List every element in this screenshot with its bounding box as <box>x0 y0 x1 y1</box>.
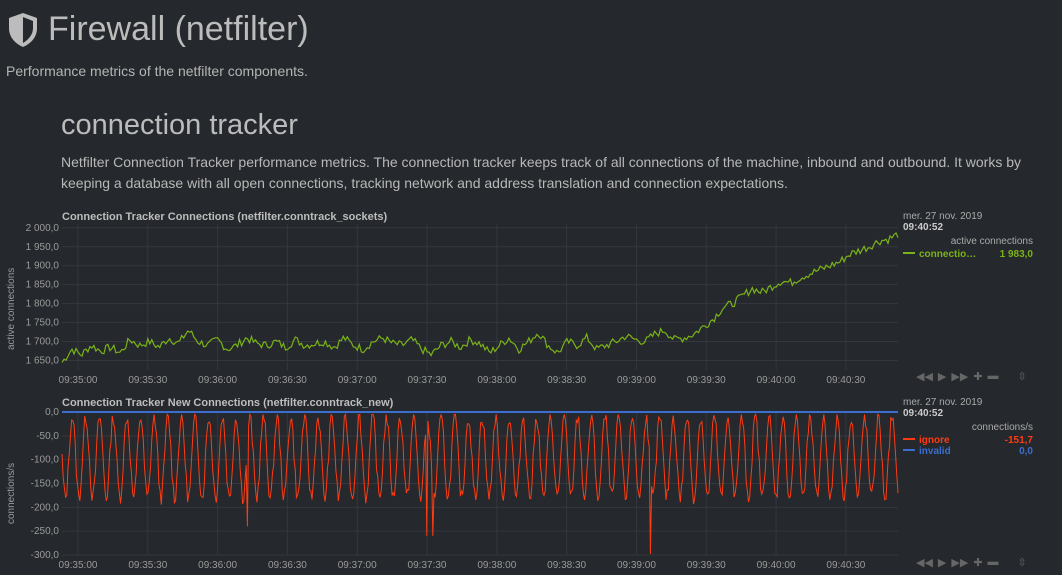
chart-toolbar: ◀◀ ▶ ▶▶ ✚ ▬ ⇳ <box>916 556 1027 569</box>
x-tick-label: 09:38:30 <box>547 560 586 571</box>
zoom-in-icon[interactable]: ✚ <box>973 557 983 569</box>
y-tick-label: -300,0 <box>31 550 60 561</box>
legend-series-value: 0,0 <box>1019 446 1033 457</box>
zoom-in-icon[interactable]: ✚ <box>973 371 983 383</box>
chart-conntrack-new[interactable]: 0,0-50,0-100,0-150,0-200,0-250,0-300,009… <box>0 403 900 575</box>
x-tick-label: 09:36:30 <box>268 560 307 571</box>
y-tick-label: -150,0 <box>31 479 60 490</box>
zoom-out-icon[interactable]: ▬ <box>987 370 999 382</box>
x-tick-label: 09:40:30 <box>826 375 865 386</box>
arrow-left-icon[interactable]: ◀◀ <box>916 557 933 569</box>
x-tick-label: 09:37:30 <box>408 375 447 386</box>
legend-units: active connections <box>950 236 1033 247</box>
play-icon[interactable]: ▶ <box>937 371 947 383</box>
legend-time: 09:40:52 <box>903 222 944 233</box>
resize-handle-icon[interactable]: ⇳ <box>1017 371 1027 383</box>
x-tick-label: 09:37:30 <box>408 560 447 571</box>
x-tick-label: 09:35:30 <box>128 560 167 571</box>
page-title: Firewall (netfilter) <box>6 10 309 49</box>
y-tick-label: 1 750,0 <box>26 318 60 329</box>
play-icon[interactable]: ▶ <box>937 557 947 569</box>
y-tick-label: -100,0 <box>31 455 60 466</box>
shield-icon <box>9 12 37 47</box>
legend-series-ignore[interactable]: ignore -151,7 <box>903 435 1033 446</box>
x-tick-label: 09:39:00 <box>617 375 656 386</box>
section-title: connection tracker <box>61 109 298 141</box>
x-tick-label: 09:37:00 <box>338 375 377 386</box>
chart-title-conntrack-new: Connection Tracker New Connections (netf… <box>62 397 394 409</box>
legend-series-name: connectio… <box>919 249 977 260</box>
x-tick-label: 09:36:00 <box>198 560 237 571</box>
legend-series-name: ignore <box>919 435 950 446</box>
legend-series-value: -151,7 <box>1004 435 1033 446</box>
x-tick-label: 09:35:00 <box>59 560 98 571</box>
chart-title-conntrack-sockets: Connection Tracker Connections (netfilte… <box>62 211 388 223</box>
zoom-out-icon[interactable]: ▬ <box>987 556 999 568</box>
legend-series-value: 1 983,0 <box>999 249 1033 260</box>
y-tick-label: 0,0 <box>45 407 59 418</box>
y-tick-label: 1 650,0 <box>26 356 60 367</box>
y-tick-label: -250,0 <box>31 526 60 537</box>
legend-series-name: invalid <box>919 446 951 457</box>
x-tick-label: 09:38:00 <box>477 375 516 386</box>
page-title-text: Firewall (netfilter) <box>48 10 309 48</box>
arrow-right-icon[interactable]: ▶▶ <box>951 557 969 569</box>
series-line-connections <box>61 232 899 363</box>
y-tick-label: 1 800,0 <box>26 299 60 310</box>
x-tick-label: 09:39:00 <box>617 560 656 571</box>
legend-date: mer. 27 nov. 2019 <box>903 397 983 408</box>
page-subtitle: Performance metrics of the netfilter com… <box>6 63 308 79</box>
y-tick-label: -50,0 <box>36 431 59 442</box>
chart-conntrack-sockets[interactable]: 2 000,0 1 950,0 1 900,0 1 850,0 1 800,0 1 750… <box>0 218 900 388</box>
x-tick-label: 09:40:00 <box>757 375 796 386</box>
chart-legend: mer. 27 nov. 2019 09:40:52 connections/s… <box>903 397 1033 457</box>
legend-time: 09:40:52 <box>903 408 944 419</box>
x-tick-label: 09:35:00 <box>59 375 98 386</box>
y-tick-label: 1 850,0 <box>26 280 60 291</box>
series-line-ignore <box>61 412 899 555</box>
x-tick-label: 09:38:00 <box>477 560 516 571</box>
x-tick-label: 09:39:30 <box>687 375 726 386</box>
x-tick-label: 09:36:30 <box>268 375 307 386</box>
x-tick-label: 09:36:00 <box>198 375 237 386</box>
legend-units: connections/s <box>971 422 1033 433</box>
chart-legend: mer. 27 nov. 2019 09:40:52 active connec… <box>903 211 1033 260</box>
y-tick-label: 1 700,0 <box>26 337 60 348</box>
x-tick-label: 09:35:30 <box>128 375 167 386</box>
chart-toolbar: ◀◀ ▶ ▶▶ ✚ ▬ ⇳ <box>916 370 1027 383</box>
legend-date: mer. 27 nov. 2019 <box>903 211 983 222</box>
y-tick-label: 1 900,0 <box>26 261 60 272</box>
y-tick-label: -200,0 <box>31 502 60 513</box>
x-tick-label: 09:39:30 <box>687 560 726 571</box>
section-description: Netfilter Connection Tracker performance… <box>61 154 1022 191</box>
legend-series-connections[interactable]: connectio… 1 983,0 <box>903 249 1033 260</box>
arrow-right-icon[interactable]: ▶▶ <box>951 371 969 383</box>
y-tick-label: 2 000,0 <box>26 223 60 234</box>
y-tick-label: 1 950,0 <box>26 242 60 253</box>
x-tick-label: 09:37:00 <box>338 560 377 571</box>
arrow-left-icon[interactable]: ◀◀ <box>916 371 933 383</box>
x-tick-label: 09:40:30 <box>826 560 865 571</box>
legend-series-invalid[interactable]: invalid 0,0 <box>903 446 1033 457</box>
x-tick-label: 09:38:30 <box>547 375 586 386</box>
x-tick-label: 09:40:00 <box>757 560 796 571</box>
resize-handle-icon[interactable]: ⇳ <box>1017 557 1027 569</box>
